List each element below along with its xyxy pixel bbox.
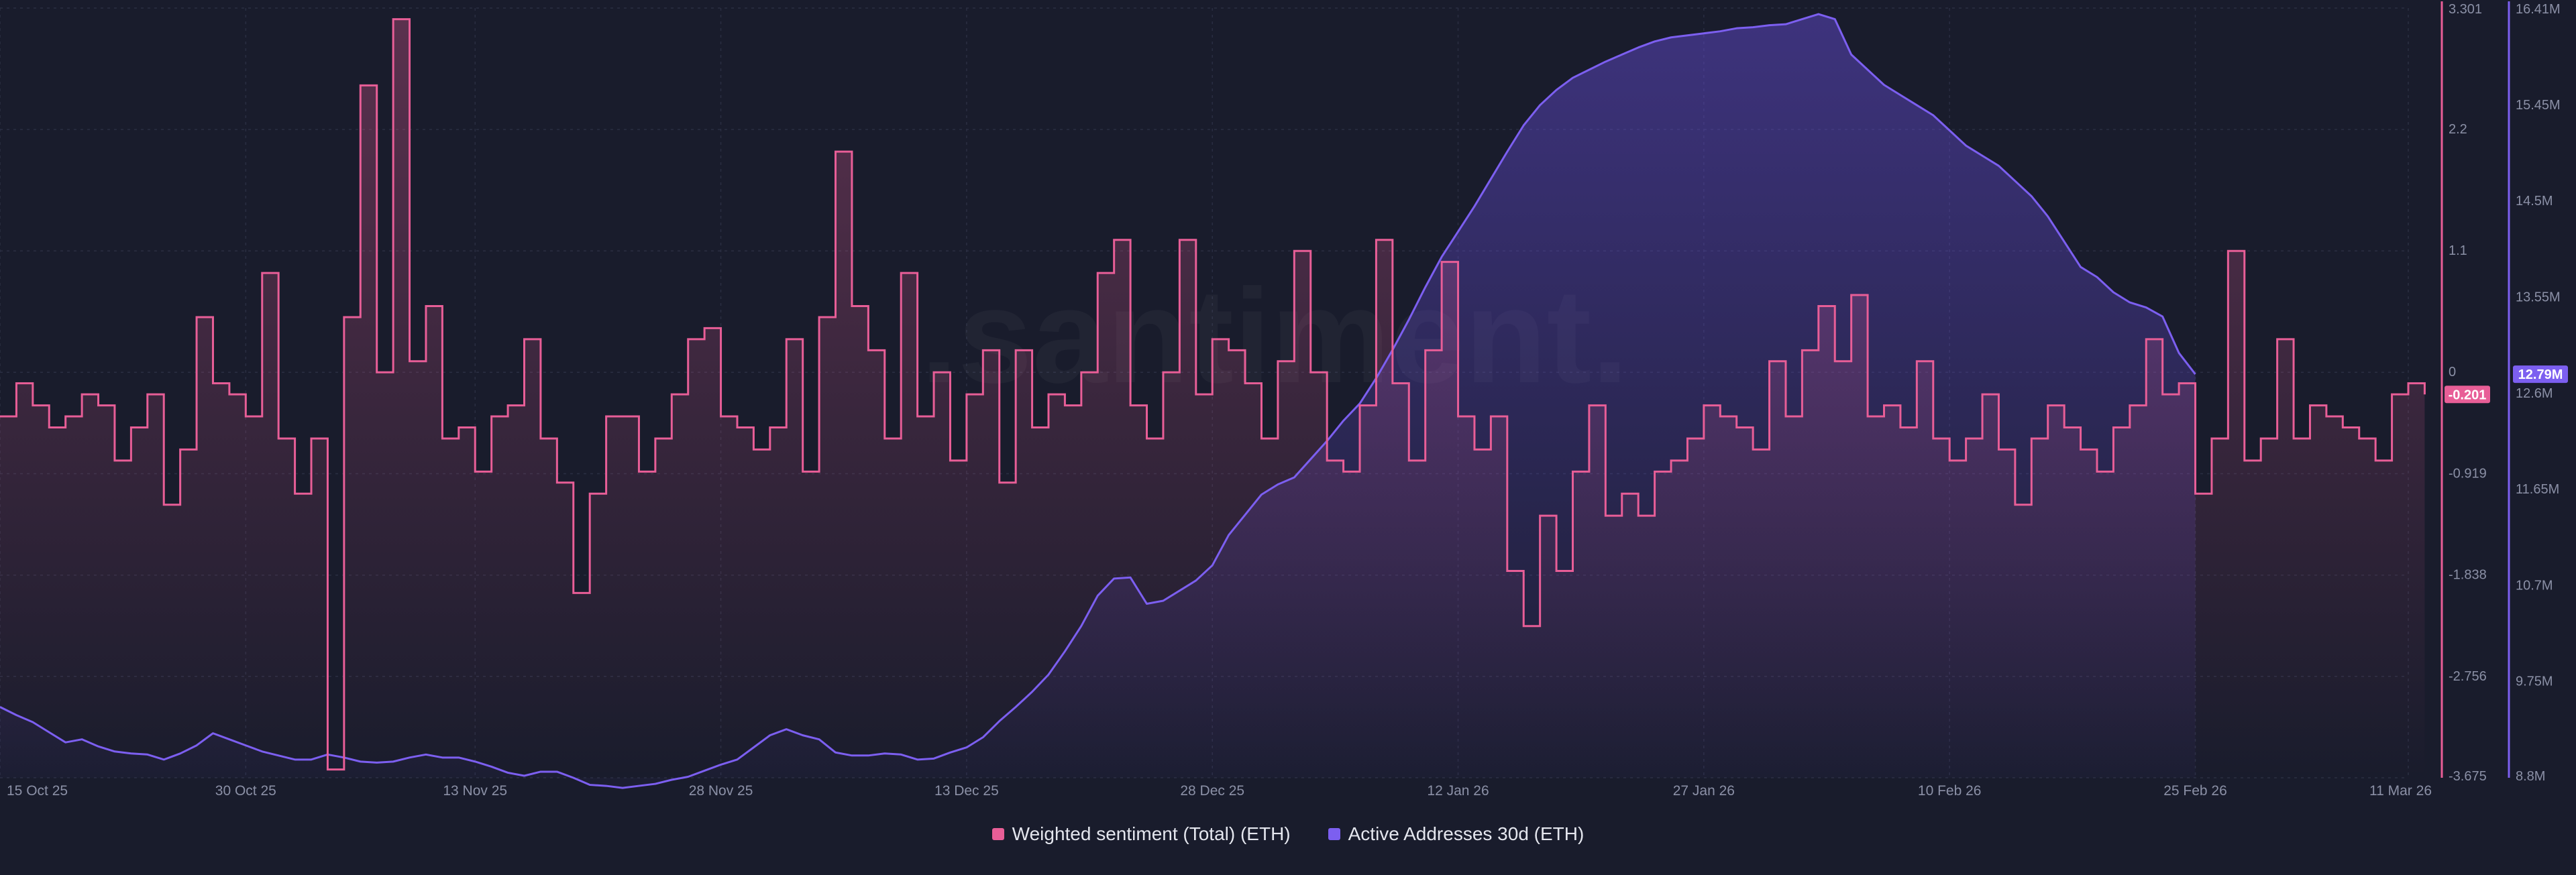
badge-sentiment-value: -0.201 bbox=[2449, 388, 2487, 402]
line-active-addresses bbox=[0, 13, 2196, 789]
legend-swatch-sentiment bbox=[991, 828, 1004, 840]
x-tick-label: 15 Oct 25 bbox=[7, 783, 68, 799]
axes bbox=[2440, 1, 2510, 778]
legend-swatch-addresses bbox=[1328, 828, 1340, 840]
y-tick-label-addresses: 11.65M bbox=[2516, 482, 2559, 497]
y-tick-label-sentiment: -3.675 bbox=[2449, 769, 2487, 784]
badge-addresses-value: 12.79M bbox=[2518, 367, 2563, 382]
y-axis-ticks: 3.301 2.2 1.1 0 -0.919 -1.838 -2.756 -3.675 16.4… bbox=[2449, 2, 2561, 784]
legend-item-addresses[interactable]: Active Addresses 30d (ETH) bbox=[1328, 823, 1585, 845]
y-tick-label-addresses: 9.75M bbox=[2516, 675, 2553, 689]
series-areas bbox=[0, 14, 2425, 789]
y-tick-label-addresses: 10.7M bbox=[2516, 578, 2553, 593]
y-tick-label-sentiment: 0 bbox=[2449, 365, 2456, 380]
x-tick-label: 11 Mar 26 bbox=[2369, 783, 2432, 799]
y-tick-label-addresses: 12.6M bbox=[2516, 386, 2553, 401]
legend-item-sentiment[interactable]: Weighted sentiment (Total) (ETH) bbox=[991, 823, 1291, 845]
legend: Weighted sentiment (Total) (ETH) Active … bbox=[0, 823, 2576, 845]
y-tick-label-addresses: 8.8M bbox=[2516, 769, 2545, 784]
x-tick-label: 13 Nov 25 bbox=[443, 783, 507, 799]
line-weighted-sentiment bbox=[0, 18, 2426, 771]
y-tick-label-addresses: 15.45M bbox=[2516, 98, 2561, 113]
y-tick-label-sentiment: 2.2 bbox=[2449, 122, 2467, 137]
x-tick-label: 12 Jan 26 bbox=[1427, 783, 1489, 799]
x-tick-label: 25 Feb 26 bbox=[2163, 783, 2227, 799]
y-tick-label-sentiment: -2.756 bbox=[2449, 669, 2487, 684]
y-tick-label-sentiment: 1.1 bbox=[2449, 243, 2467, 258]
y-tick-label-sentiment: 3.301 bbox=[2449, 2, 2482, 17]
y-tick-label-sentiment: -1.838 bbox=[2449, 568, 2487, 583]
x-tick-label: 13 Dec 25 bbox=[934, 783, 999, 799]
y-tick-label-addresses: 13.55M bbox=[2516, 290, 2561, 304]
y-tick-label-sentiment: -0.919 bbox=[2449, 466, 2487, 481]
legend-label-addresses: Active Addresses 30d (ETH) bbox=[1348, 823, 1585, 844]
x-tick-label: 10 Feb 26 bbox=[1918, 783, 1982, 799]
x-axis-ticks: 15 Oct 25 30 Oct 25 13 Nov 25 28 Nov 25 13 D… bbox=[7, 783, 2432, 799]
badge-sentiment-bg bbox=[2445, 386, 2490, 404]
legend-label-sentiment: Weighted sentiment (Total) (ETH) bbox=[1012, 823, 1291, 844]
x-tick-label: 28 Dec 25 bbox=[1180, 783, 1244, 799]
area-weighted-sentiment bbox=[0, 19, 2425, 778]
x-tick-label: 30 Oct 25 bbox=[215, 783, 276, 799]
series-lines bbox=[0, 13, 2426, 789]
x-tick-label: 27 Jan 26 bbox=[1673, 783, 1735, 799]
badge-addresses-bg bbox=[2513, 365, 2568, 384]
value-badges: -0.201 12.79M bbox=[2445, 365, 2568, 404]
y-tick-label-addresses: 14.5M bbox=[2516, 194, 2553, 209]
y-tick-label-addresses: 16.41M bbox=[2516, 2, 2561, 17]
x-tick-label: 28 Nov 25 bbox=[689, 783, 753, 799]
